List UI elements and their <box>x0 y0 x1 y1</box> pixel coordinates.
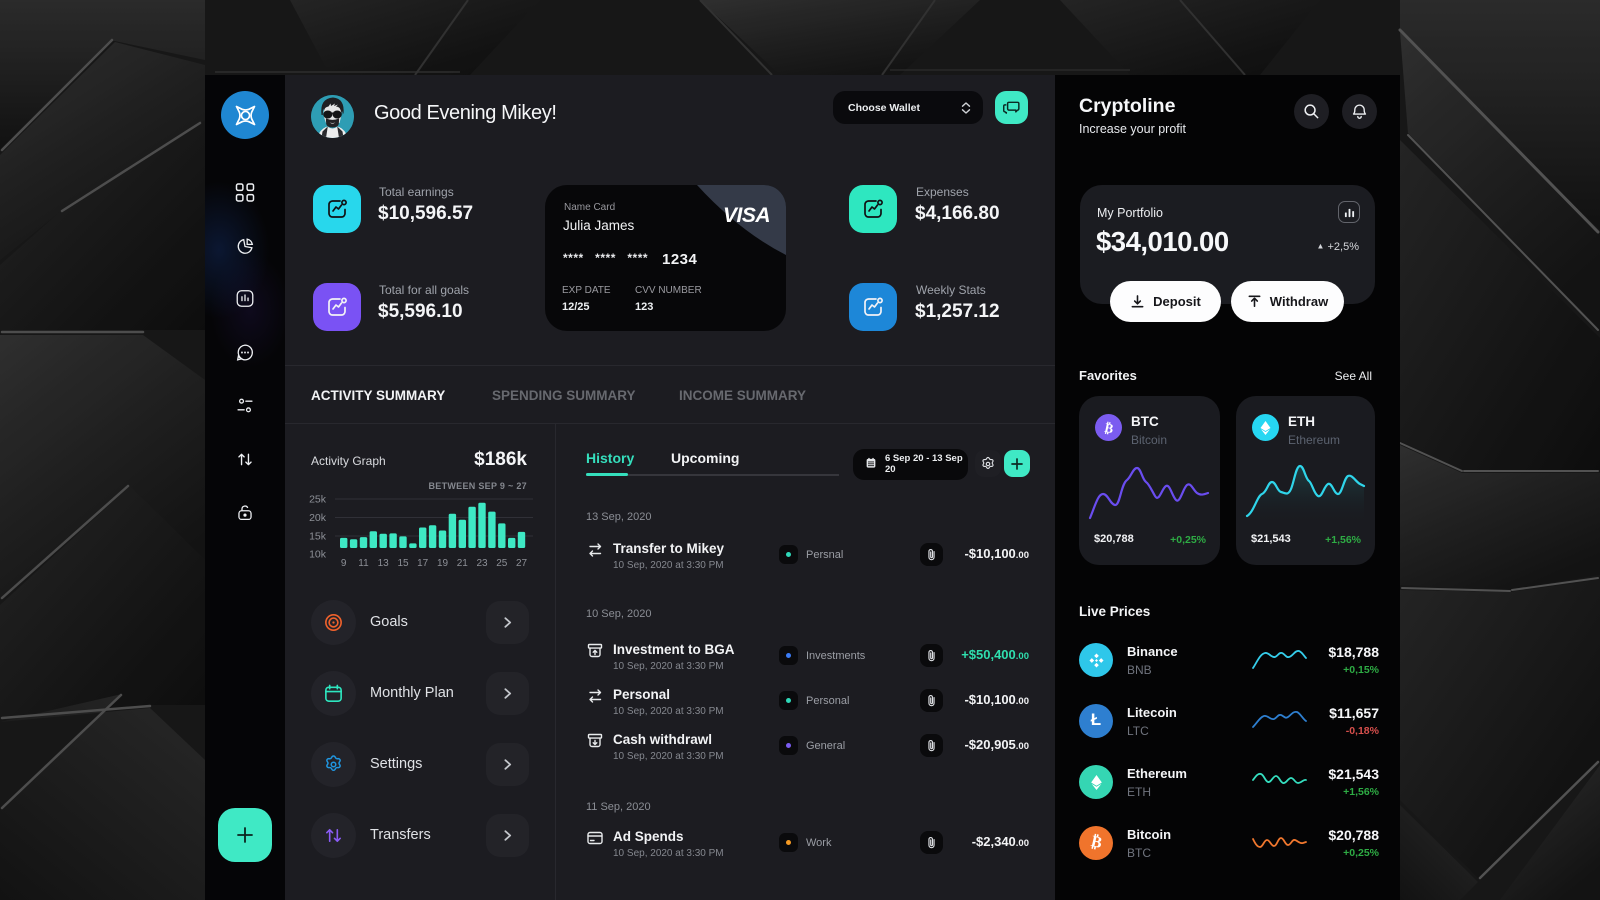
svg-text:27: 27 <box>516 558 528 569</box>
svg-text:9: 9 <box>341 558 347 569</box>
svg-text:19: 19 <box>437 558 449 569</box>
svg-text:13: 13 <box>378 558 390 569</box>
svg-text:25: 25 <box>496 558 508 569</box>
svg-text:₿: ₿ <box>1103 420 1115 436</box>
svg-text:10k: 10k <box>309 549 327 561</box>
svg-text:25k: 25k <box>309 494 327 506</box>
svg-text:11: 11 <box>358 558 369 569</box>
svg-text:20k: 20k <box>309 512 327 524</box>
svg-text:23: 23 <box>476 558 488 569</box>
svg-text:21: 21 <box>457 558 469 569</box>
svg-text:15: 15 <box>397 558 409 569</box>
svg-text:15k: 15k <box>309 531 327 543</box>
svg-text:17: 17 <box>417 558 429 569</box>
